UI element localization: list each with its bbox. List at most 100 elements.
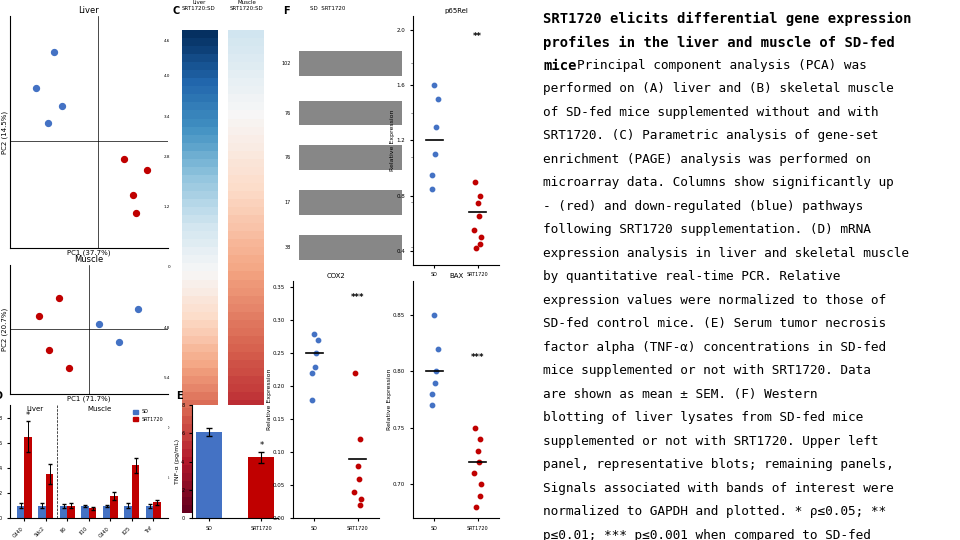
Point [467, 178, 482, 186]
Text: Muscle
SRT1720:SD: Muscle SRT1720:SD [229, 1, 264, 11]
Text: Liver
SRT1720:SD: Liver SRT1720:SD [181, 1, 216, 11]
Point [472, 191, 488, 200]
Point [46, 48, 61, 56]
Text: - (red) and down-regulated (blue) pathways: - (red) and down-regulated (blue) pathwa… [543, 200, 864, 213]
Bar [89, 508, 96, 518]
Text: F: F [283, 6, 290, 16]
Text: ***: *** [470, 354, 485, 362]
Text: —BAX: —BAX [410, 200, 425, 205]
Legend: SD, SRT1720: SD, SRT1720 [132, 408, 165, 424]
Bar [299, 51, 402, 76]
Text: 5.4: 5.4 [163, 376, 170, 380]
Point [91, 320, 107, 328]
Text: —p65Rel: —p65Rel [410, 156, 432, 160]
Point [304, 395, 320, 404]
Point [351, 475, 367, 483]
Point [304, 369, 320, 377]
X-axis label: PC1 (71.7%): PC1 (71.7%) [67, 396, 110, 402]
X-axis label: PC1 (37.7%): PC1 (37.7%) [67, 250, 110, 256]
Point [470, 446, 486, 455]
Text: —GAPDH: —GAPDH [410, 245, 433, 249]
Text: mice: mice [543, 59, 577, 73]
Point [131, 305, 146, 313]
Point [426, 310, 442, 319]
Point [352, 501, 368, 510]
Text: expression analysis in liver and skeletal muscle: expression analysis in liver and skeleta… [543, 247, 909, 260]
Text: E: E [177, 392, 183, 401]
Point [52, 294, 67, 302]
Point [471, 212, 487, 221]
Bar [154, 502, 161, 518]
Point [427, 379, 443, 387]
Title: p65Rel: p65Rel [444, 9, 468, 15]
Text: normalized to GAPDH and plotted. * ρ≤0.05; **: normalized to GAPDH and plotted. * ρ≤0.0… [543, 505, 887, 518]
Point [139, 165, 155, 174]
Point [473, 233, 489, 241]
Bar [146, 506, 154, 518]
Point [40, 119, 56, 127]
Bar [299, 100, 402, 125]
Text: 6.0: 6.0 [163, 426, 170, 430]
Y-axis label: Relative Expression: Relative Expression [390, 110, 395, 171]
Point [41, 346, 57, 354]
Text: factor alpha (TNF-α) concentrations in SD-fed: factor alpha (TNF-α) concentrations in S… [543, 341, 887, 354]
Bar [132, 465, 139, 518]
Bar [60, 506, 67, 518]
Point [424, 171, 440, 179]
Point [430, 94, 445, 103]
Bar [299, 145, 402, 170]
Text: SRT1720 elicits differential gene expression: SRT1720 elicits differential gene expres… [543, 12, 912, 26]
Bar [38, 506, 46, 518]
Text: of SD-fed mice supplemented without and with: of SD-fed mice supplemented without and … [543, 106, 879, 119]
Point [116, 155, 132, 164]
Point [468, 503, 483, 511]
Point [472, 240, 488, 248]
Point [473, 480, 489, 489]
Point [468, 244, 483, 252]
Text: by quantitative real-time PCR. Relative: by quantitative real-time PCR. Relative [543, 270, 841, 284]
Text: ***: *** [350, 293, 365, 302]
Text: enrichment (PAGE) analysis was performed on: enrichment (PAGE) analysis was performed… [543, 153, 872, 166]
Bar [82, 506, 89, 518]
Point [471, 457, 487, 466]
Text: p≤0.01; *** p≤0.001 when compared to SD-fed: p≤0.01; *** p≤0.001 when compared to SD-… [543, 529, 872, 540]
Text: 3.4: 3.4 [163, 114, 170, 119]
Point [29, 83, 44, 92]
Text: following SRT1720 supplementation. (D) mRNA: following SRT1720 supplementation. (D) m… [543, 223, 872, 237]
Point [428, 367, 444, 376]
Point [110, 338, 126, 347]
Point [353, 494, 369, 503]
Text: 4.6: 4.6 [163, 39, 170, 43]
Point [467, 423, 482, 432]
Bar [67, 506, 75, 518]
Text: are shown as mean ± SEM. (F) Western: are shown as mean ± SEM. (F) Western [543, 388, 818, 401]
Point [428, 122, 444, 131]
Point [310, 336, 325, 345]
Bar [299, 235, 402, 260]
Y-axis label: Relative Expression: Relative Expression [267, 369, 272, 430]
Y-axis label: PC2 (20.7%): PC2 (20.7%) [2, 308, 9, 351]
Text: SD-fed control mice. (E) Serum tumor necrosis: SD-fed control mice. (E) Serum tumor nec… [543, 317, 887, 330]
Point [32, 312, 47, 321]
Text: microarray data. Columns show significantly up: microarray data. Columns show significan… [543, 176, 894, 190]
Text: 76: 76 [284, 111, 291, 116]
Bar [46, 474, 54, 518]
Title: Muscle: Muscle [74, 255, 104, 264]
Text: Muscle: Muscle [87, 406, 111, 413]
Point [424, 390, 440, 399]
Bar [103, 506, 110, 518]
Bar [249, 457, 275, 518]
Y-axis label: PC2 (14.5%): PC2 (14.5%) [2, 111, 9, 154]
Point [427, 150, 443, 159]
Text: blotting of liver lysates from SD-fed mice: blotting of liver lysates from SD-fed mi… [543, 411, 864, 424]
Text: —COX2: —COX2 [410, 111, 428, 116]
Point [129, 208, 144, 217]
Point [350, 461, 366, 470]
Text: *: * [259, 441, 263, 449]
Point [472, 435, 488, 443]
Text: **: ** [473, 32, 482, 42]
Bar [196, 432, 222, 518]
Text: 17: 17 [284, 200, 291, 205]
Point [306, 329, 322, 338]
Text: 0: 0 [167, 265, 170, 269]
